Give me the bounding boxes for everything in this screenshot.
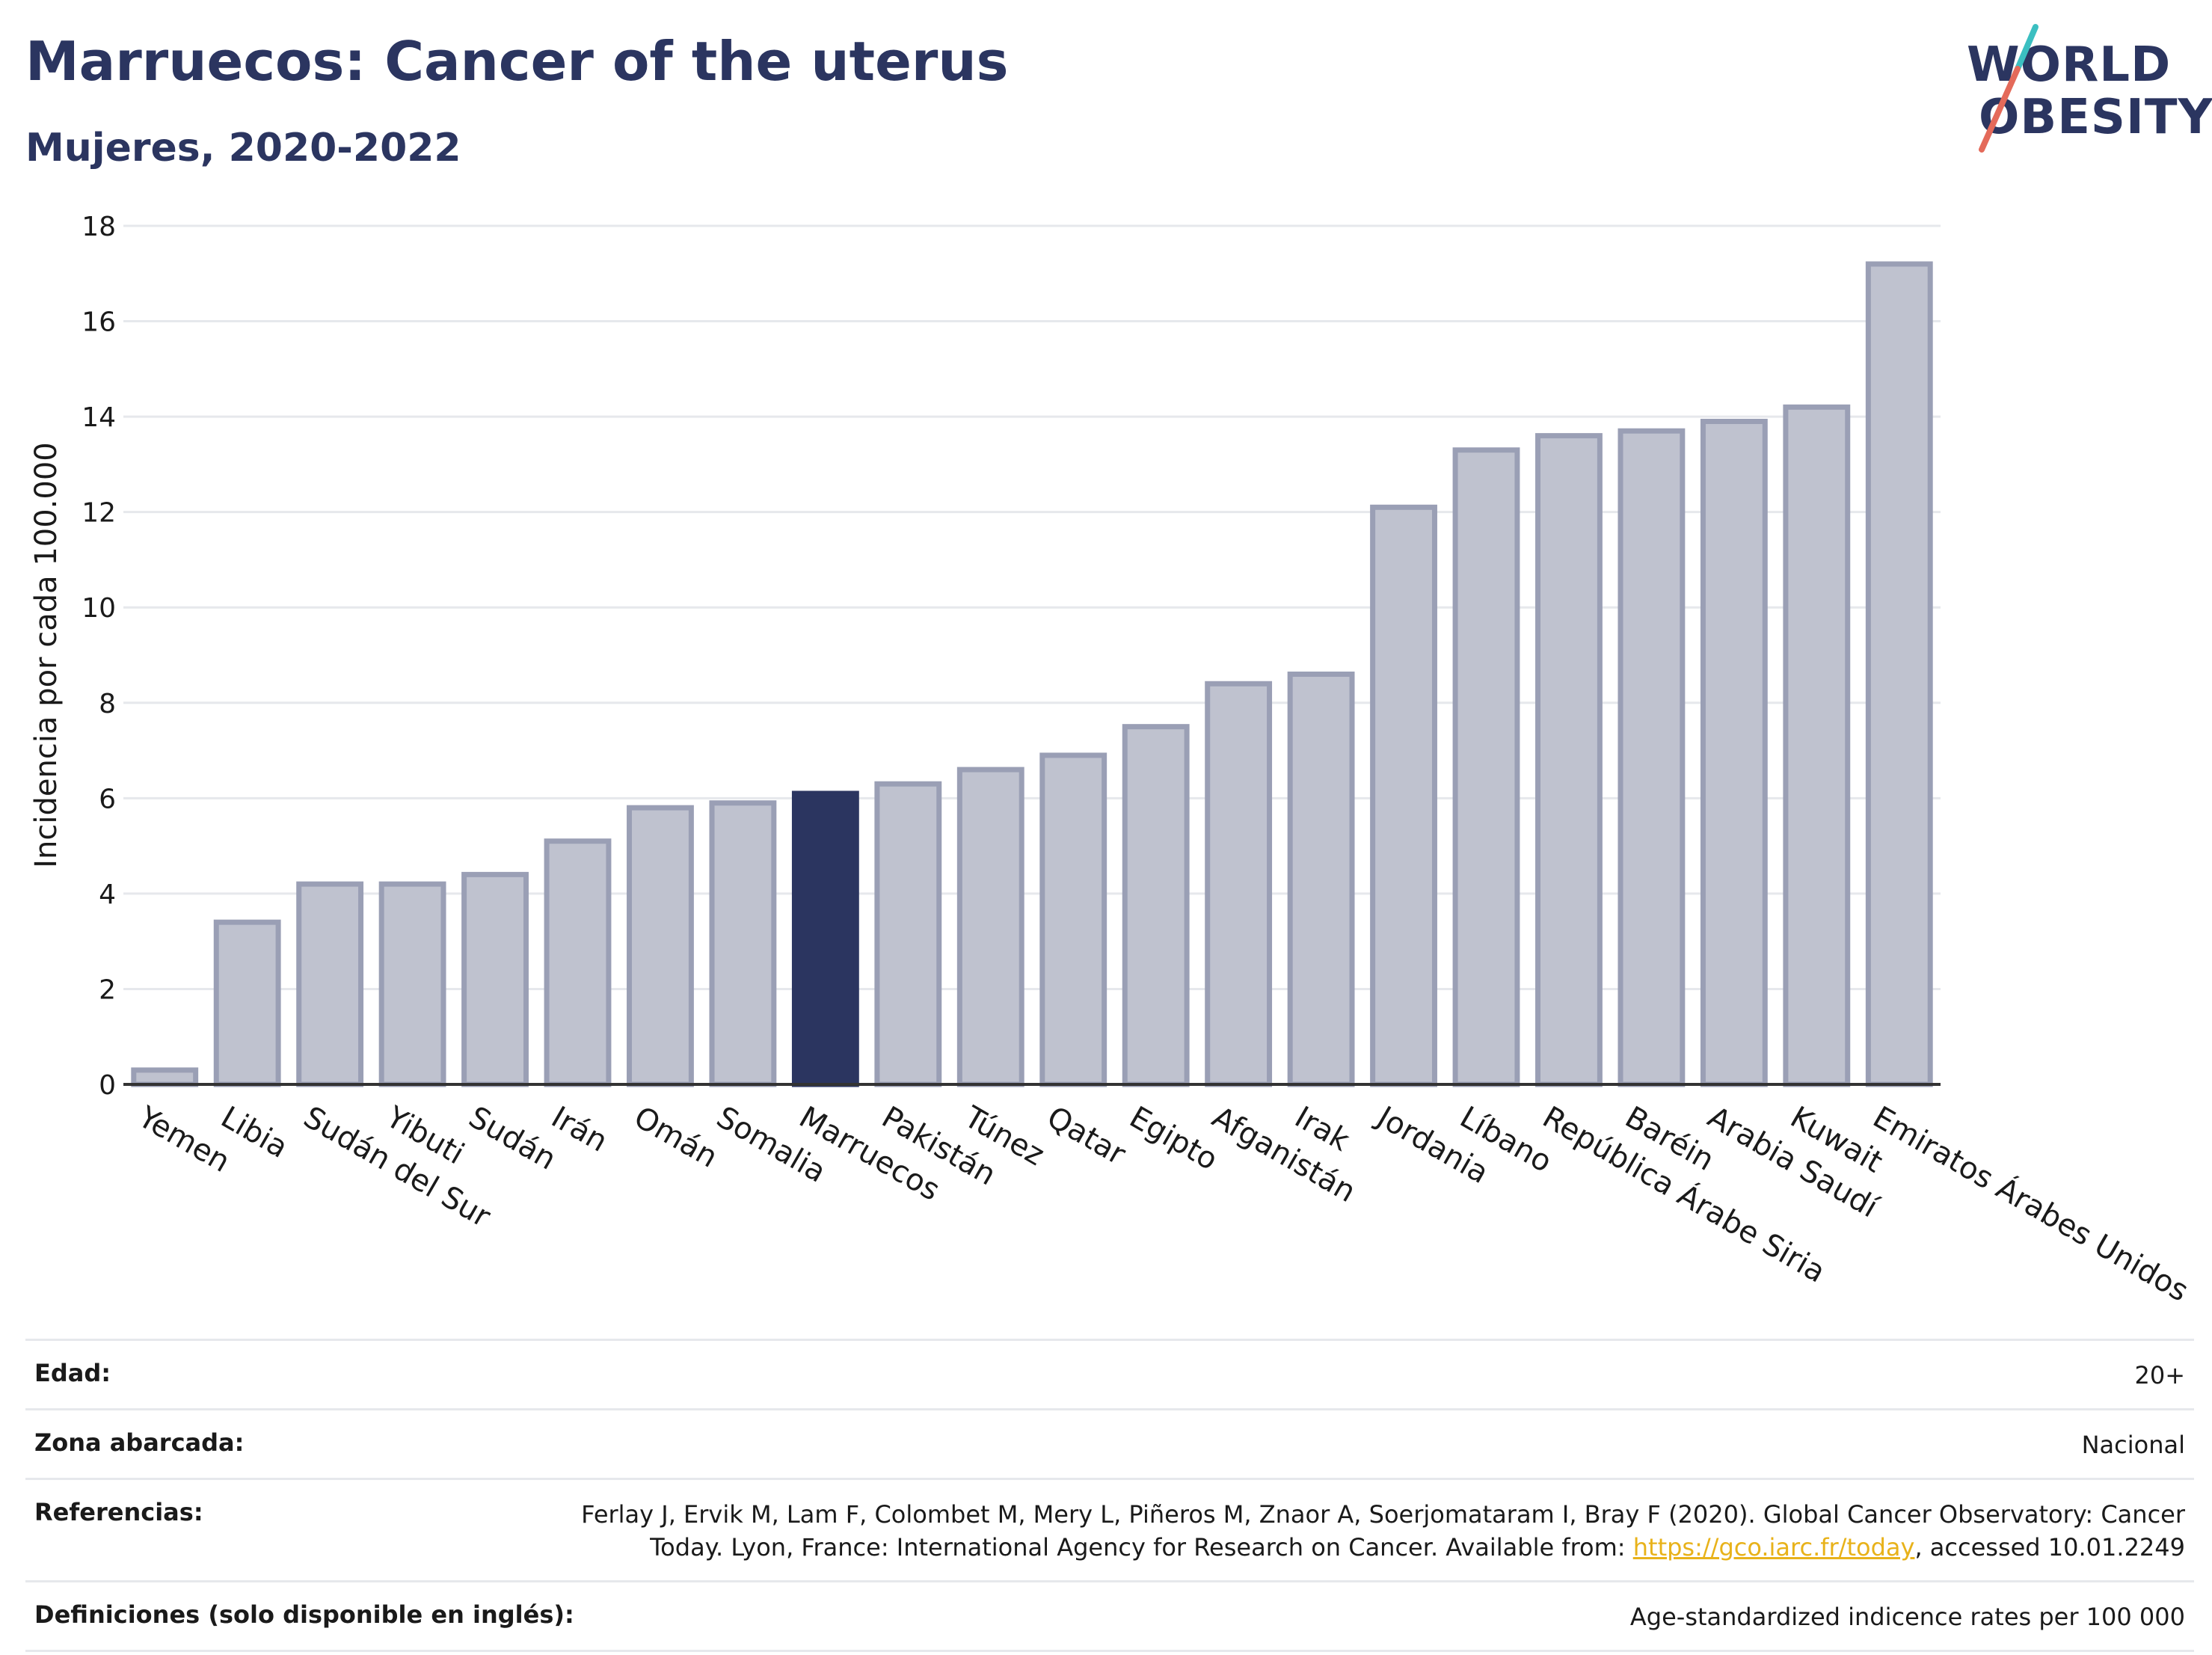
bar-república-árabe-siria (1535, 433, 1603, 1087)
y-tick-label: 10 (82, 593, 116, 624)
ref-line1: Ferlay J, Ervik M, Lam F, Colombet M, Me… (581, 1500, 2185, 1529)
x-tick-label: Egipto (1124, 1100, 1223, 1178)
bar-baréin (1617, 428, 1686, 1087)
zona-label: Zona abarcada: (34, 1428, 245, 1457)
y-tick-label: 12 (82, 498, 116, 529)
bar-líbano (1452, 447, 1520, 1087)
info-table: Edad: 20+ Zona abarcada: Nacional Refere… (25, 1339, 2194, 1652)
bar-sudán-del-sur (296, 881, 364, 1087)
bar-túnez (956, 767, 1024, 1087)
edad-label: Edad: (34, 1359, 111, 1387)
info-row-zona: Zona abarcada: Nacional (25, 1408, 2194, 1478)
chart-subtitle: Mujeres, 2020-2022 (25, 126, 461, 171)
bars (131, 261, 1933, 1087)
referencias-value: Ferlay J, Ervik M, Lam F, Colombet M, Me… (581, 1498, 2185, 1564)
x-tick-label: Emiratos Árabes Unidos (1867, 1099, 2195, 1309)
bar-sudán (461, 871, 529, 1087)
y-axis-ticks: 0 2 4 6 8 10 12 14 16 18 (82, 212, 116, 1101)
bar-libia (213, 919, 281, 1087)
x-tick-label: Omán (628, 1100, 723, 1175)
y-tick-label: 14 (82, 402, 116, 433)
bar-afganistán (1205, 681, 1273, 1087)
bar-yibuti (378, 881, 446, 1087)
bar-somalia (709, 800, 777, 1087)
x-tick-label: Qatar (1041, 1100, 1131, 1172)
edad-value: 20+ (2134, 1361, 2185, 1390)
y-tick-label: 2 (99, 974, 116, 1005)
info-row-edad: Edad: 20+ (25, 1339, 2194, 1408)
definiciones-label: Definiciones (solo disponible en inglés)… (34, 1600, 574, 1629)
y-tick-label: 16 (82, 307, 116, 338)
bar-egipto (1122, 724, 1190, 1087)
bar-irán (544, 838, 612, 1087)
ref-link[interactable]: https://gco.iarc.fr/today (1632, 1533, 1915, 1562)
bar-marruecos (791, 790, 859, 1087)
bar-jordania (1370, 504, 1437, 1087)
ref-line2-post: , accessed 10.01.2249 (1914, 1533, 2185, 1562)
y-tick-label: 4 (99, 879, 116, 910)
x-tick-label: Sudán (463, 1100, 562, 1177)
logo-word-obesity: OBESITY (1979, 90, 2212, 145)
ref-line2-pre: Today. Lyon, France: International Agenc… (650, 1533, 1633, 1562)
referencias-label: Referencias: (34, 1498, 203, 1526)
bar-yemen (131, 1067, 199, 1087)
y-tick-label: 18 (82, 212, 116, 242)
logo-word-world: WORLD (1967, 37, 2172, 93)
bar-qatar (1039, 752, 1107, 1087)
info-row-definiciones: Definiciones (solo disponible en inglés)… (25, 1580, 2194, 1652)
world-obesity-logo: WORLD OBESITY (1952, 22, 2212, 157)
chart-title: Marruecos: Cancer of the uterus (25, 30, 1009, 93)
logo-slash-icon (1979, 24, 2039, 153)
y-axis-label: Incidencia por cada 100.000 (29, 442, 64, 868)
bar-arabia-saudí (1700, 418, 1768, 1087)
y-tick-label: 6 (99, 784, 116, 814)
zona-value: Nacional (2081, 1431, 2185, 1459)
y-tick-label: 8 (99, 689, 116, 719)
bar-pakistán (874, 781, 942, 1087)
y-tick-label: 0 (99, 1070, 116, 1101)
bar-irak (1287, 672, 1355, 1087)
bar-kuwait (1783, 404, 1851, 1087)
bar-emiratos-árabes-unidos (1865, 261, 1933, 1087)
bar-omán (627, 805, 694, 1087)
info-row-referencias: Referencias: Ferlay J, Ervik M, Lam F, C… (25, 1478, 2194, 1580)
definiciones-value: Age-standardized indicence rates per 100… (1629, 1603, 2185, 1631)
x-tick-label: Yemen (132, 1099, 236, 1179)
